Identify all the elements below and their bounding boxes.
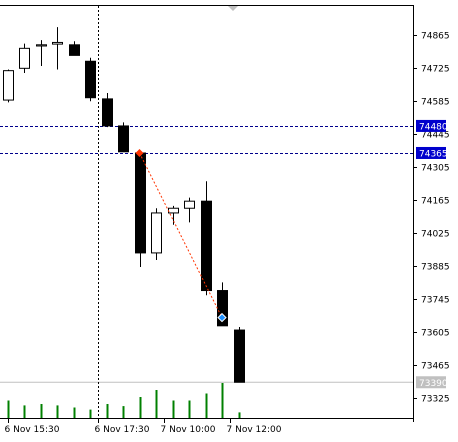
time-axis: 6 Nov 15:30 6 Nov 17:30 7 Nov 10:00 7 Nov 1… (5, 418, 282, 435)
bull-candle-body (151, 212, 162, 254)
trade-line (135, 148, 227, 323)
current-price-label-bg (416, 376, 446, 389)
bull-candle-body (52, 41, 63, 45)
volume-bars (7, 383, 241, 418)
candles (3, 27, 245, 383)
price-tick-label: 74165 (421, 197, 450, 207)
bull-candle-body (36, 44, 47, 47)
bear-candle-body (234, 329, 245, 383)
bull-candle-body (3, 70, 14, 101)
shift-marker-icon (228, 6, 238, 11)
trade-connector-line (139, 152, 223, 318)
price-tick-label: 74445 (421, 131, 450, 141)
bear-candle-body (201, 200, 212, 292)
time-tick-label: 6 Nov 17:30 (95, 425, 150, 435)
price-tick-label: 73465 (421, 362, 450, 372)
price-labels: 74480 74365 73390 (416, 119, 448, 389)
bull-candle-body (19, 47, 30, 69)
hline-price-label-bg (416, 119, 446, 132)
bear-candle-body (135, 152, 146, 254)
trade-open-marker (135, 148, 144, 157)
bear-candle-body (118, 125, 129, 153)
bull-candle-body (168, 207, 179, 214)
current-price-label: 73390 (419, 379, 448, 389)
price-tick-label: 73885 (421, 263, 450, 273)
price-tick-label: 73605 (421, 329, 450, 339)
price-tick-label: 73325 (421, 395, 450, 405)
bull-candle-body (184, 200, 195, 209)
hline-price-label: 74365 (419, 149, 448, 159)
hline-price-label-bg (416, 146, 446, 159)
price-tick-label: 74585 (421, 98, 450, 108)
price-tick-label: 74725 (421, 65, 450, 75)
time-tick-label: 6 Nov 15:30 (5, 425, 60, 435)
price-tick-label: 73745 (421, 296, 450, 306)
hline-price-label: 74480 (419, 122, 448, 132)
time-tick-label: 7 Nov 10:00 (161, 425, 216, 435)
bear-candle-body (69, 44, 80, 56)
bear-candle-body (102, 98, 113, 127)
horizontal-lines (0, 126, 413, 383)
price-axis: 74865 74725 74585 74445 74305 74165 74025 73885… (413, 32, 450, 405)
price-tick-label: 74865 (421, 32, 450, 42)
price-tick-label: 74305 (421, 164, 450, 174)
price-tick-label: 74025 (421, 230, 450, 240)
trade-close-marker (217, 312, 227, 323)
bear-candle-body (85, 60, 96, 99)
time-tick-label: 7 Nov 12:00 (227, 425, 282, 435)
chart-frame (0, 5, 414, 422)
